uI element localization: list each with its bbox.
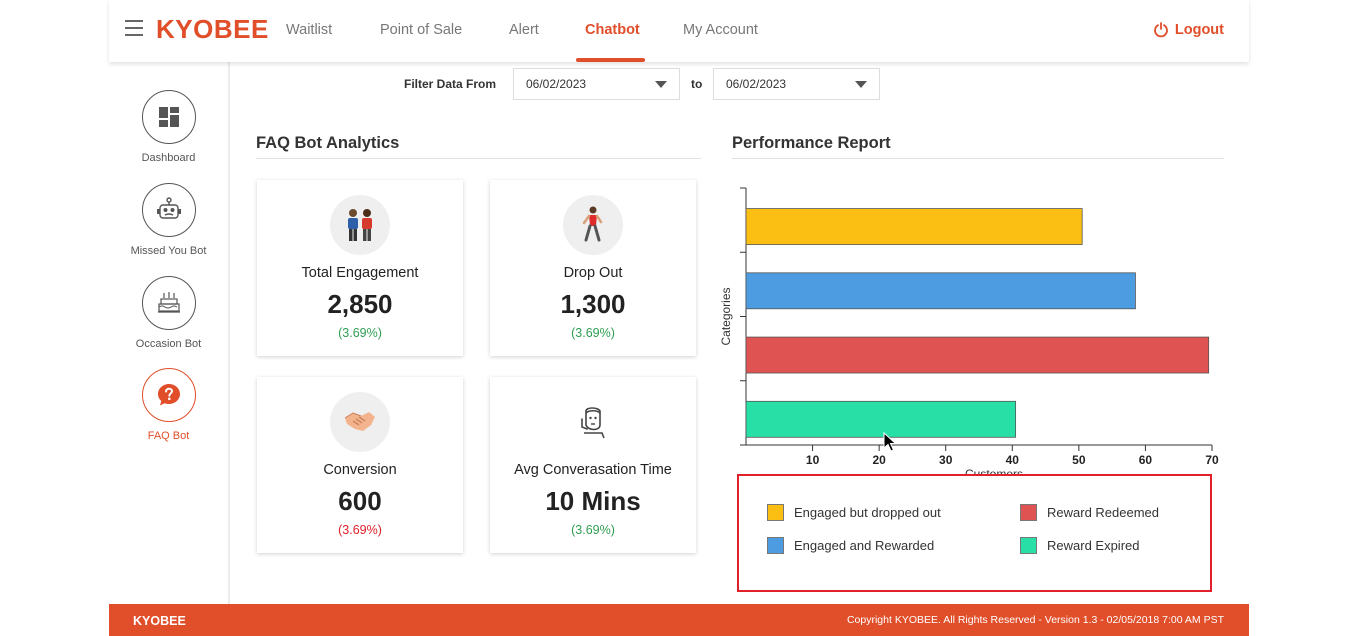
x-tick-label: 40 <box>1006 453 1020 467</box>
question-icon <box>157 384 180 406</box>
sidebar-item-faq-bot-circle <box>141 368 196 422</box>
sidebar-item-missed-you-bot[interactable]: Missed You Bot <box>109 183 228 257</box>
performance-bar-chart: 10203040506070CategoriesCustomers <box>719 187 1219 480</box>
thinking-person-icon <box>581 407 605 439</box>
footer: KYOBEE Copyright KYOBEE. All Rights Rese… <box>109 604 1249 636</box>
x-tick-label: 70 <box>1205 453 1219 467</box>
cake-icon <box>157 292 180 313</box>
sidebar-item-faq-bot[interactable]: FAQ Bot <box>109 368 228 442</box>
bar-reward-redeemed <box>745 336 1210 374</box>
logout-button[interactable]: Logout <box>1153 22 1224 38</box>
performance-title: Performance Report <box>732 134 891 152</box>
card-drop-out: Drop Out 1,300 (3.69%) <box>490 180 696 356</box>
performance-divider <box>732 158 1224 159</box>
chevron-down-icon <box>855 81 867 88</box>
power-icon <box>1153 22 1168 38</box>
sidebar-item-occasion-bot[interactable]: Occasion Bot <box>109 276 228 350</box>
nav-item-point-of-sale[interactable]: Point of Sale <box>380 22 463 38</box>
card-value: 1,300 <box>560 289 626 319</box>
sidebar-item-label: Missed You Bot <box>130 245 207 257</box>
card-label: Conversion <box>323 462 397 478</box>
nav-item-alert[interactable]: Alert <box>509 22 539 38</box>
sidebar-item-dashboard-circle <box>141 90 196 144</box>
walking-person-icon <box>582 206 603 242</box>
to-date-value: 06/02/2023 <box>726 77 787 91</box>
card-value: 10 Mins <box>545 486 641 516</box>
analytics-title: FAQ Bot Analytics <box>256 134 400 152</box>
card-icon-wrapper <box>563 195 623 255</box>
legend-swatch <box>767 537 784 554</box>
to-label: to <box>691 77 703 91</box>
x-tick-label: 60 <box>1139 453 1153 467</box>
legend-item-reward-expired: Reward Expired <box>1020 537 1140 554</box>
mouse-cursor-icon <box>883 432 897 452</box>
y-axis-label: Categories <box>719 287 733 345</box>
nav-item-chatbot[interactable]: Chatbot <box>585 22 640 38</box>
app-window: KYOBEE Waitlist Point of Sale Alert Chat… <box>109 0 1249 636</box>
legend-swatch <box>1020 504 1037 521</box>
brand-logo[interactable]: KYOBEE <box>156 14 269 44</box>
card-percent: (3.69%) <box>571 326 615 340</box>
card-label: Avg Converasation Time <box>514 462 672 478</box>
from-date-select[interactable]: 06/02/2023 <box>513 68 680 100</box>
sidebar-item-label: FAQ Bot <box>147 430 190 442</box>
sidebar-item-label: Dashboard <box>141 152 196 164</box>
card-conversion: Conversion 600 (3.69%) <box>257 377 463 553</box>
to-date-select[interactable]: 06/02/2023 <box>713 68 880 100</box>
card-percent: (3.69%) <box>338 326 382 340</box>
card-icon-wrapper <box>330 392 390 452</box>
chart-legend: Engaged but dropped out Reward Redeemed … <box>737 474 1212 592</box>
legend-swatch <box>1020 537 1037 554</box>
footer-brand: KYOBEE <box>133 614 186 628</box>
card-percent: (3.69%) <box>338 523 382 537</box>
card-percent: (3.69%) <box>571 523 615 537</box>
sidebar-item-label: Occasion Bot <box>135 338 202 350</box>
active-tab-indicator <box>576 58 645 62</box>
legend-item-engaged-dropped-out: Engaged but dropped out <box>767 504 941 521</box>
legend-label: Engaged but dropped out <box>794 505 941 520</box>
top-navbar: KYOBEE Waitlist Point of Sale Alert Chat… <box>109 0 1249 62</box>
bar-engaged-but-dropped-out <box>745 208 1083 245</box>
chevron-down-icon <box>655 81 667 88</box>
legend-item-reward-redeemed: Reward Redeemed <box>1020 504 1159 521</box>
card-value: 2,850 <box>327 289 393 319</box>
sidebar-item-dashboard[interactable]: Dashboard <box>109 90 228 164</box>
people-icon <box>348 209 372 241</box>
hamburger-menu-icon[interactable] <box>125 20 143 36</box>
sidebar-item-missed-you-bot-circle <box>141 183 196 237</box>
x-tick-label: 20 <box>872 453 886 467</box>
analytics-divider <box>256 158 701 159</box>
card-avg-conversation-time: Avg Converasation Time 10 Mins (3.69%) <box>490 377 696 553</box>
legend-swatch <box>767 504 784 521</box>
card-icon-wrapper <box>563 392 623 452</box>
filter-label: Filter Data From <box>404 77 497 91</box>
nav-item-my-account[interactable]: My Account <box>683 22 758 38</box>
from-date-value: 06/02/2023 <box>526 77 587 91</box>
x-tick-label: 50 <box>1072 453 1086 467</box>
card-icon-wrapper <box>330 195 390 255</box>
logout-label: Logout <box>1174 22 1224 38</box>
handshake-icon <box>344 412 375 431</box>
legend-label: Reward Expired <box>1047 538 1140 553</box>
footer-copyright: Copyright KYOBEE. All Rights Reserved - … <box>846 614 1224 626</box>
dashboard-icon <box>158 107 179 127</box>
legend-item-engaged-rewarded: Engaged and Rewarded <box>767 537 934 554</box>
card-label: Total Engagement <box>301 265 419 281</box>
legend-label: Engaged and Rewarded <box>794 538 935 553</box>
card-total-engagement: Total Engagement 2,850 (3.69%) <box>257 180 463 356</box>
bar-engaged-and-rewarded <box>745 272 1136 310</box>
legend-label: Reward Redeemed <box>1047 505 1160 520</box>
nav-item-waitlist[interactable]: Waitlist <box>286 22 333 38</box>
x-tick-label: 10 <box>806 453 820 467</box>
x-tick-label: 30 <box>939 453 953 467</box>
sidebar-item-occasion-bot-circle <box>141 276 196 330</box>
card-value: 600 <box>338 486 382 516</box>
card-label: Drop Out <box>563 265 623 281</box>
bar-reward-expired <box>745 400 1017 438</box>
sidebar: Dashboard Missed You Bot <box>109 62 230 604</box>
robot-icon <box>156 197 181 219</box>
